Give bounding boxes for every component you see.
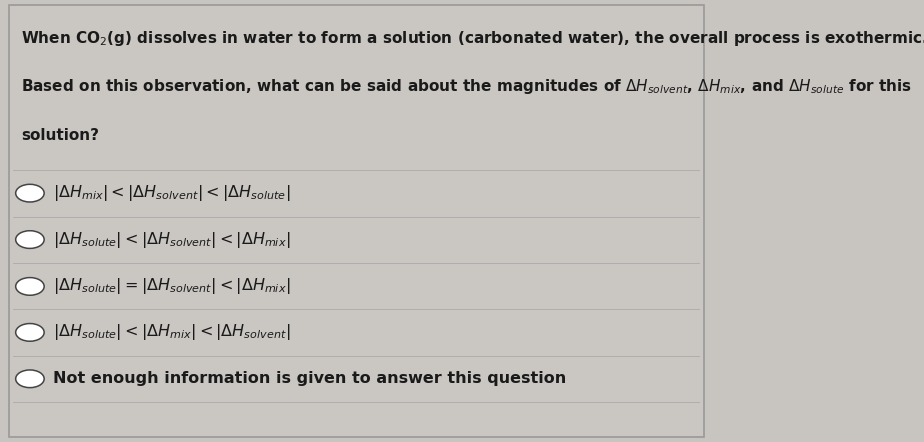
Text: Not enough information is given to answer this question: Not enough information is given to answe… xyxy=(54,371,566,386)
Text: $|\Delta H_{solute}| < |\Delta H_{solvent}| < |\Delta H_{mix}|$: $|\Delta H_{solute}| < |\Delta H_{solven… xyxy=(54,229,291,250)
Text: $|\Delta H_{solute}| < |\Delta H_{mix}| < |\Delta H_{solvent}|$: $|\Delta H_{solute}| < |\Delta H_{mix}| … xyxy=(54,322,291,343)
Circle shape xyxy=(16,184,44,202)
Circle shape xyxy=(16,324,44,341)
Text: $|\Delta H_{mix}| < |\Delta H_{solvent}| < |\Delta H_{solute}|$: $|\Delta H_{mix}| < |\Delta H_{solvent}|… xyxy=(54,183,291,203)
Text: When CO$_2$(g) dissolves in water to form a solution (carbonated water), the ove: When CO$_2$(g) dissolves in water to for… xyxy=(21,29,924,48)
Circle shape xyxy=(16,370,44,388)
Text: solution?: solution? xyxy=(21,128,100,143)
Text: Based on this observation, what can be said about the magnitudes of $\Delta H_{s: Based on this observation, what can be s… xyxy=(21,77,913,96)
Circle shape xyxy=(16,278,44,295)
Circle shape xyxy=(16,231,44,248)
Text: $|\Delta H_{solute}| = |\Delta H_{solvent}| < |\Delta H_{mix}|$: $|\Delta H_{solute}| = |\Delta H_{solven… xyxy=(54,276,291,297)
FancyBboxPatch shape xyxy=(8,5,704,437)
